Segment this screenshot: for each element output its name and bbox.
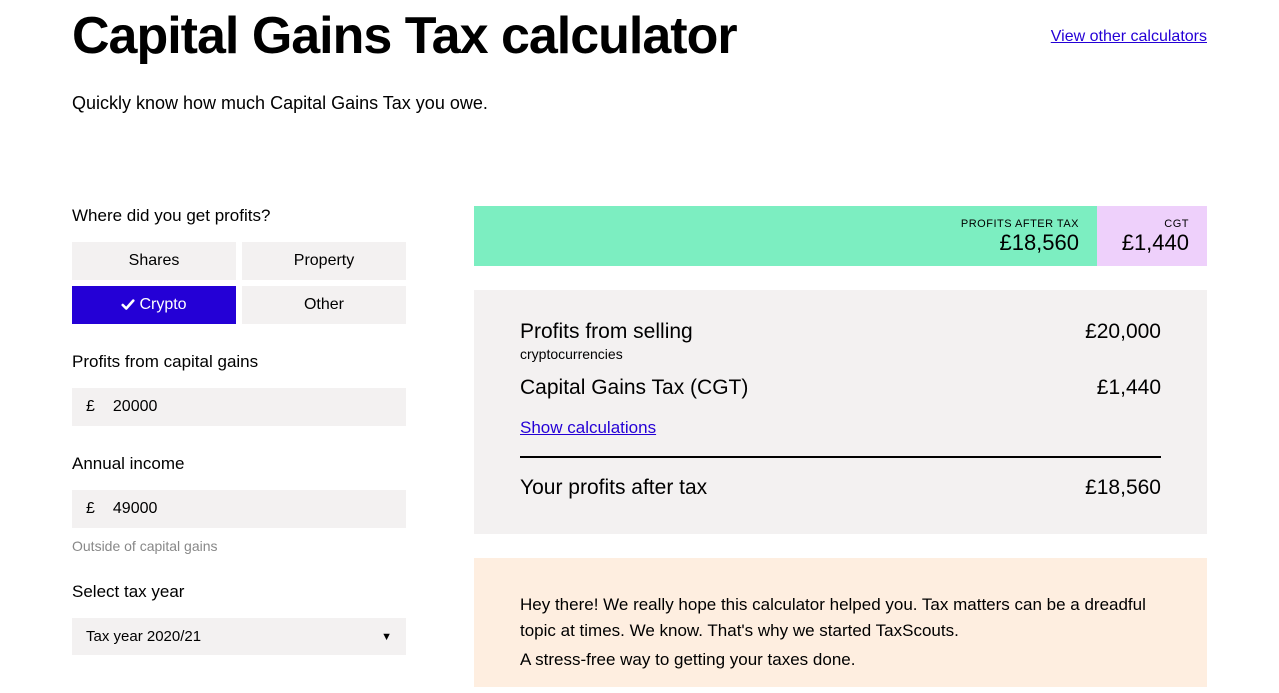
- check-icon: [121, 298, 135, 312]
- breakdown-row3-value: £18,560: [1085, 476, 1161, 500]
- source-other-button[interactable]: Other: [242, 286, 406, 324]
- source-crypto-button[interactable]: Crypto: [72, 286, 236, 324]
- source-property-button[interactable]: Property: [242, 242, 406, 280]
- tax-year-label: Select tax year: [72, 582, 406, 602]
- breakdown-row1-value: £20,000: [1085, 320, 1161, 344]
- promo-text-line1: Hey there! We really hope this calculato…: [520, 592, 1161, 643]
- currency-symbol: £: [86, 398, 95, 416]
- page-subtitle: Quickly know how much Capital Gains Tax …: [72, 93, 1207, 114]
- bar-segment-profits: PROFITS AFTER TAX £18,560: [474, 206, 1097, 266]
- breakdown-panel: Profits from selling cryptocurrencies £2…: [474, 290, 1207, 534]
- tax-year-select[interactable]: Tax year 2020/21: [72, 618, 406, 655]
- profits-source-toggle-group: Shares Property Crypto Other: [72, 242, 406, 324]
- source-shares-button[interactable]: Shares: [72, 242, 236, 280]
- income-input[interactable]: [113, 500, 392, 518]
- divider: [520, 456, 1161, 458]
- income-input-row: £: [72, 490, 406, 528]
- income-hint: Outside of capital gains: [72, 538, 406, 554]
- view-other-calculators-link[interactable]: View other calculators: [1051, 28, 1207, 46]
- bar-segment-cgt: CGT £1,440: [1097, 206, 1207, 266]
- bar-profits-label: PROFITS AFTER TAX: [961, 218, 1079, 230]
- breakdown-row1-sub: cryptocurrencies: [520, 346, 693, 362]
- breakdown-row2-value: £1,440: [1097, 376, 1161, 400]
- currency-symbol: £: [86, 500, 95, 518]
- show-calculations-link[interactable]: Show calculations: [520, 418, 656, 438]
- breakdown-row3-label: Your profits after tax: [520, 476, 707, 500]
- profits-amount-label: Profits from capital gains: [72, 352, 406, 372]
- results-bar-chart: PROFITS AFTER TAX £18,560 CGT £1,440: [474, 206, 1207, 266]
- results-column: PROFITS AFTER TAX £18,560 CGT £1,440 Pro…: [474, 206, 1207, 687]
- form-column: Where did you get profits? Shares Proper…: [72, 206, 406, 687]
- profits-input-row: £: [72, 388, 406, 426]
- bar-cgt-label: CGT: [1164, 218, 1189, 230]
- breakdown-row1-label: Profits from selling: [520, 320, 693, 344]
- profits-source-label: Where did you get profits?: [72, 206, 406, 226]
- income-label: Annual income: [72, 454, 406, 474]
- bar-cgt-value: £1,440: [1122, 230, 1189, 256]
- breakdown-row2-label: Capital Gains Tax (CGT): [520, 376, 748, 400]
- bar-profits-value: £18,560: [999, 230, 1079, 256]
- profits-input[interactable]: [113, 398, 392, 416]
- source-crypto-label: Crypto: [139, 296, 186, 314]
- page-title: Capital Gains Tax calculator: [72, 8, 737, 65]
- promo-text-line2: A stress-free way to getting your taxes …: [520, 647, 1161, 673]
- promo-panel: Hey there! We really hope this calculato…: [474, 558, 1207, 687]
